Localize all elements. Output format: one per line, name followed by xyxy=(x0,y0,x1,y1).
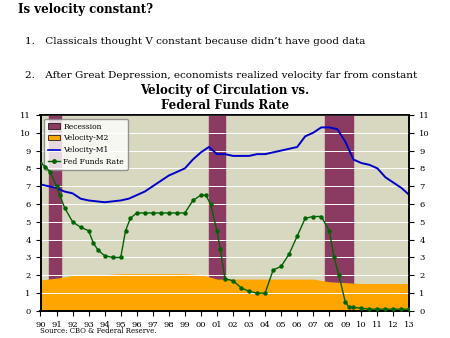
Text: 1. Classicals thought V constant because didn’t have good data: 1. Classicals thought V constant because… xyxy=(25,37,365,46)
Text: 2. After Great Depression, economists realized velocity far from constant: 2. After Great Depression, economists re… xyxy=(25,71,417,80)
Legend: Recession, Velocity-M2, Velocity-M1, Fed Funds Rate: Recession, Velocity-M2, Velocity-M1, Fed… xyxy=(44,119,128,170)
Text: Is velocity constant?: Is velocity constant? xyxy=(18,3,153,16)
Text: Source: CBO & Federal Reserve.: Source: CBO & Federal Reserve. xyxy=(40,327,157,335)
Bar xyxy=(49,115,61,311)
Bar xyxy=(325,115,353,311)
Title: Velocity of Circulation vs.
Federal Funds Rate: Velocity of Circulation vs. Federal Fund… xyxy=(140,84,310,112)
Bar xyxy=(209,115,225,311)
